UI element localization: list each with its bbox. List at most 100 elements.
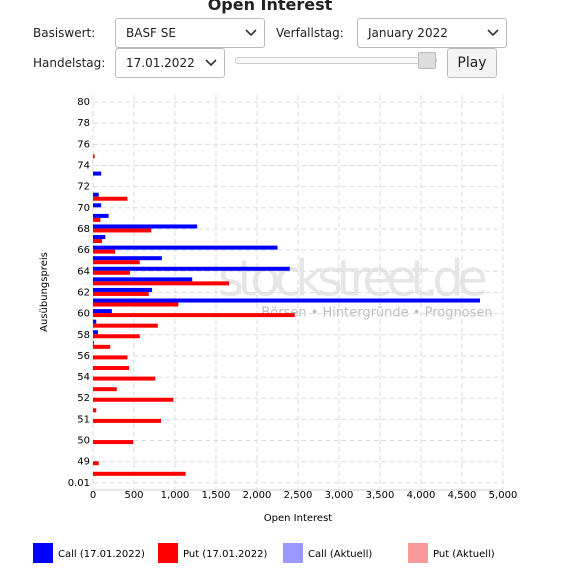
x-tick-label: 3,000 <box>325 490 354 501</box>
x-tick-label: 0 <box>90 490 96 501</box>
bar <box>93 245 278 250</box>
label: Handelstag: <box>33 56 106 70</box>
bar <box>93 249 116 254</box>
bar <box>93 228 152 233</box>
bar <box>93 154 95 159</box>
y-tick-label: 74 <box>77 160 90 171</box>
select-value: 17.01.2022 <box>126 56 195 70</box>
bar <box>93 196 128 201</box>
bar <box>93 298 481 303</box>
bar <box>93 213 109 218</box>
bar <box>93 270 130 275</box>
legend-label: Put (Aktuell) <box>433 549 495 560</box>
bar <box>93 397 174 402</box>
select[interactable]: January 2022 <box>357 18 507 48</box>
bar <box>93 217 101 222</box>
y-axis-label: Ausübungspreis <box>39 252 50 332</box>
y-tick-label: 49 <box>77 457 90 468</box>
legend-swatch <box>283 543 303 563</box>
bar <box>93 440 134 445</box>
y-tick-label: 0.01 <box>68 478 90 489</box>
watermark: stockstreet.de <box>218 250 488 308</box>
bar <box>93 239 103 244</box>
x-tick-label: 2,500 <box>284 490 313 501</box>
y-tick-label: 62 <box>77 287 90 298</box>
bar <box>93 471 186 476</box>
legend-label: Call (17.01.2022) <box>58 549 145 560</box>
bar <box>93 302 179 307</box>
label: Verfallstag: <box>276 26 344 40</box>
bar <box>93 171 102 176</box>
y-tick-label: 51 <box>77 414 90 425</box>
y-tick-label: 64 <box>77 266 90 277</box>
bar <box>93 334 140 339</box>
y-tick-label: 78 <box>77 118 90 129</box>
y-tick-label: 54 <box>77 372 90 383</box>
bar <box>93 387 117 392</box>
y-tick-label: 56 <box>77 351 90 362</box>
chevron <box>205 59 217 67</box>
bar <box>93 344 111 349</box>
bar <box>93 461 99 466</box>
legend-swatch <box>33 543 53 563</box>
bar <box>93 330 98 335</box>
y-tick-label: 68 <box>77 224 90 235</box>
bar <box>93 319 97 324</box>
y-tick-label: 76 <box>77 139 90 150</box>
slider-track[interactable] <box>235 57 437 64</box>
legend-swatch <box>158 543 178 563</box>
bar <box>93 235 106 240</box>
y-tick-label: 70 <box>77 203 90 214</box>
bar <box>93 224 198 229</box>
x-tick-label: 2,000 <box>243 490 272 501</box>
play-button[interactable]: Play <box>447 48 497 78</box>
bar <box>93 277 193 282</box>
x-tick-label: 4,500 <box>448 490 477 501</box>
bar <box>93 260 140 265</box>
bar <box>93 203 102 208</box>
bar <box>93 313 295 318</box>
legend-label: Put (17.01.2022) <box>183 549 267 560</box>
y-tick-label: 52 <box>77 393 90 404</box>
bar <box>93 355 128 360</box>
y-tick-label: 80 <box>77 97 90 108</box>
y-tick-label: 58 <box>77 330 90 341</box>
y-tick-label: 50 <box>77 436 90 447</box>
slider-thumb[interactable] <box>418 52 436 69</box>
x-tick-label: 5,000 <box>489 490 518 501</box>
bar <box>93 281 230 286</box>
select[interactable]: 17.01.2022 <box>115 48 225 78</box>
y-tick-label: 66 <box>77 245 90 256</box>
chevron <box>487 29 499 37</box>
x-tick-label: 1,000 <box>161 490 190 501</box>
bar <box>93 287 153 292</box>
watermark-tagline: Börsen • Hintergründe • Prognosen <box>261 306 492 321</box>
select-value: January 2022 <box>368 26 448 40</box>
chart-title: Open Interest <box>207 0 333 14</box>
bar <box>93 340 94 345</box>
bar <box>93 291 149 296</box>
bar <box>93 266 290 271</box>
legend-label: Call (Aktuell) <box>308 549 372 560</box>
y-tick-label: 72 <box>77 182 90 193</box>
bar <box>93 256 162 261</box>
bar <box>93 323 158 328</box>
x-tick-label: 4,000 <box>407 490 436 501</box>
bar <box>93 309 112 314</box>
bar <box>93 366 130 370</box>
bar <box>93 376 156 381</box>
bar <box>93 418 162 423</box>
label: Basiswert: <box>33 26 96 40</box>
legend-swatch <box>408 543 428 563</box>
select[interactable]: BASF SE <box>115 18 265 48</box>
select-value: BASF SE <box>126 26 176 40</box>
x-tick-label: 1,500 <box>202 490 231 501</box>
x-tick-label: 500 <box>124 490 143 501</box>
chevron <box>245 29 257 37</box>
bar <box>93 408 97 413</box>
x-tick-label: 3,500 <box>366 490 395 501</box>
x-axis-label: Open Interest <box>264 513 333 524</box>
bar <box>93 192 99 197</box>
